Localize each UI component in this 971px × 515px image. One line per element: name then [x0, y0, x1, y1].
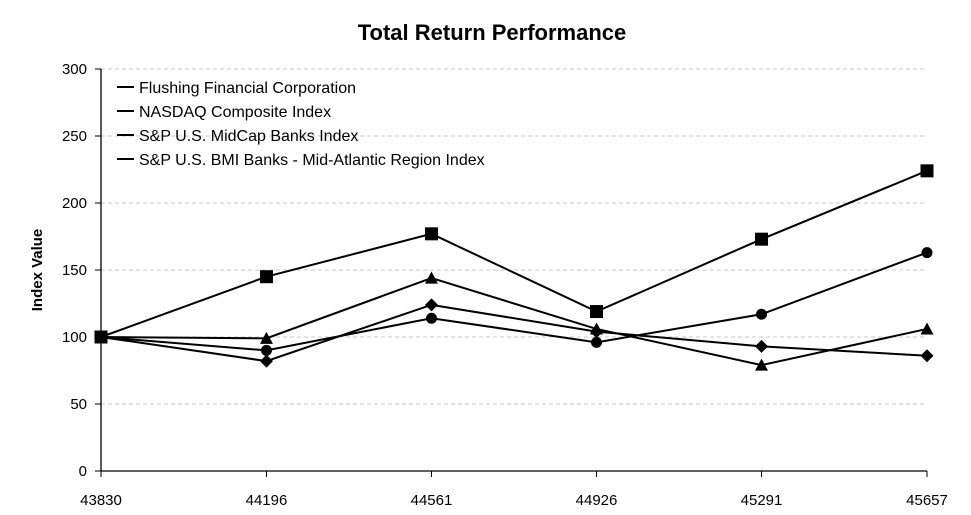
- y-tick-label: 200: [62, 195, 87, 212]
- data-point-circle: [591, 336, 603, 348]
- data-point-circle: [756, 308, 768, 320]
- x-tick-label: 45291: [741, 492, 783, 509]
- data-point-square: [424, 227, 438, 241]
- legend-item: S&P U.S. BMI Banks - Mid-Atlantic Region…: [117, 152, 485, 169]
- x-tick-label: 43830: [80, 492, 122, 509]
- y-tick-label: 300: [62, 61, 87, 78]
- data-point-circle: [95, 331, 107, 343]
- series-2: [94, 164, 934, 344]
- gridlines: [101, 68, 927, 405]
- series-layer: [94, 164, 934, 371]
- x-tick-label: 44561: [411, 492, 453, 509]
- data-point-triangle: [259, 331, 273, 344]
- data-point-diamond: [755, 339, 769, 353]
- x-tick-label: 44196: [246, 492, 288, 509]
- series-1: [94, 298, 934, 368]
- legend: Flushing Financial Corporation NASDAQ Com…: [117, 80, 485, 169]
- legend-item: S&P U.S. MidCap Banks Index: [117, 128, 358, 145]
- data-point-diamond: [259, 354, 273, 368]
- data-point-square: [259, 270, 273, 284]
- data-point-triangle: [920, 322, 934, 335]
- y-tick-label: 250: [62, 128, 87, 145]
- data-point-diamond: [920, 349, 934, 363]
- series-3: [94, 271, 934, 371]
- y-axis-label: Index Value: [29, 229, 46, 312]
- data-point-square: [755, 232, 769, 246]
- y-tick-label: 100: [62, 329, 87, 346]
- series-line: [100, 276, 928, 367]
- legend-item: NASDAQ Composite Index: [117, 104, 331, 121]
- data-point-square: [920, 164, 934, 178]
- series-line: [100, 251, 928, 352]
- chart-title: Total Return Performance: [358, 20, 627, 45]
- data-point-triangle: [590, 322, 604, 335]
- legend-label: Flushing Financial Corporation: [139, 80, 356, 97]
- data-point-circle: [425, 312, 437, 324]
- data-point-circle: [260, 344, 272, 356]
- legend-label: NASDAQ Composite Index: [139, 104, 331, 121]
- legend-item: Flushing Financial Corporation: [117, 80, 356, 97]
- legend-label: S&P U.S. BMI Banks - Mid-Atlantic Region…: [139, 152, 485, 169]
- data-point-triangle: [424, 271, 438, 284]
- series-line: [100, 169, 928, 338]
- series-line: [100, 303, 928, 363]
- x-tick-label: 44926: [576, 492, 618, 509]
- data-point-triangle: [755, 358, 769, 371]
- legend-label: S&P U.S. MidCap Banks Index: [139, 128, 358, 145]
- data-point-circle: [921, 247, 933, 259]
- data-point-square: [590, 305, 604, 319]
- x-tick-label: 45657: [906, 492, 948, 509]
- y-tick-label: 150: [62, 262, 87, 279]
- y-tick-label: 0: [79, 463, 87, 480]
- y-tick-label: 50: [70, 396, 87, 413]
- axes: 0 50 100 150 200 250 300 43830 44196 44561 44926 45…: [62, 61, 948, 509]
- series-4: [95, 247, 933, 356]
- data-point-diamond: [424, 298, 438, 312]
